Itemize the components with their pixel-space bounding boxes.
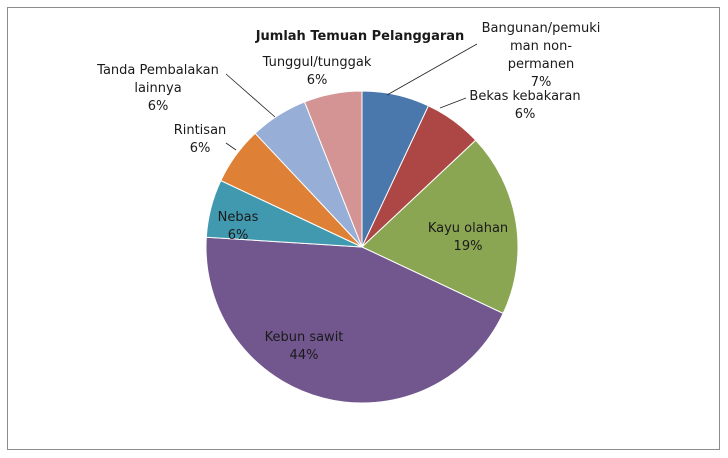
leader-line-1 — [386, 43, 478, 96]
pie-slice-4 — [205, 236, 504, 404]
chart-title: Jumlah Temuan Pelanggaran — [255, 29, 465, 44]
slice-label-7: Tanda Pembalakan lainnya 6% — [96, 63, 219, 114]
leader-line-2 — [439, 97, 467, 109]
leader-line-6 — [225, 142, 237, 151]
slice-label-4: Kebun sawit 44% — [265, 330, 344, 363]
slice-label-6: Rintisan 6% — [174, 123, 227, 156]
leader-line-7 — [225, 73, 276, 118]
leader-lines — [225, 43, 478, 151]
slice-label-1: Bangunan/pemuki man non-permanen 7% — [482, 21, 601, 90]
pie-slice-3 — [361, 139, 519, 315]
slice-label-5: Nebas 6% — [218, 210, 259, 243]
slice-label-3: Kayu olahan 19% — [428, 221, 508, 254]
slice-label-8: Tunggul/tunggak 6% — [262, 55, 372, 88]
pie-slices — [205, 90, 519, 404]
slice-label-2: Bekas kebakaran 6% — [469, 89, 580, 122]
pie-slice-8 — [303, 90, 363, 248]
slice-labels: Bangunan/pemuki man non-permanen 7%Bekas k… — [96, 21, 600, 363]
